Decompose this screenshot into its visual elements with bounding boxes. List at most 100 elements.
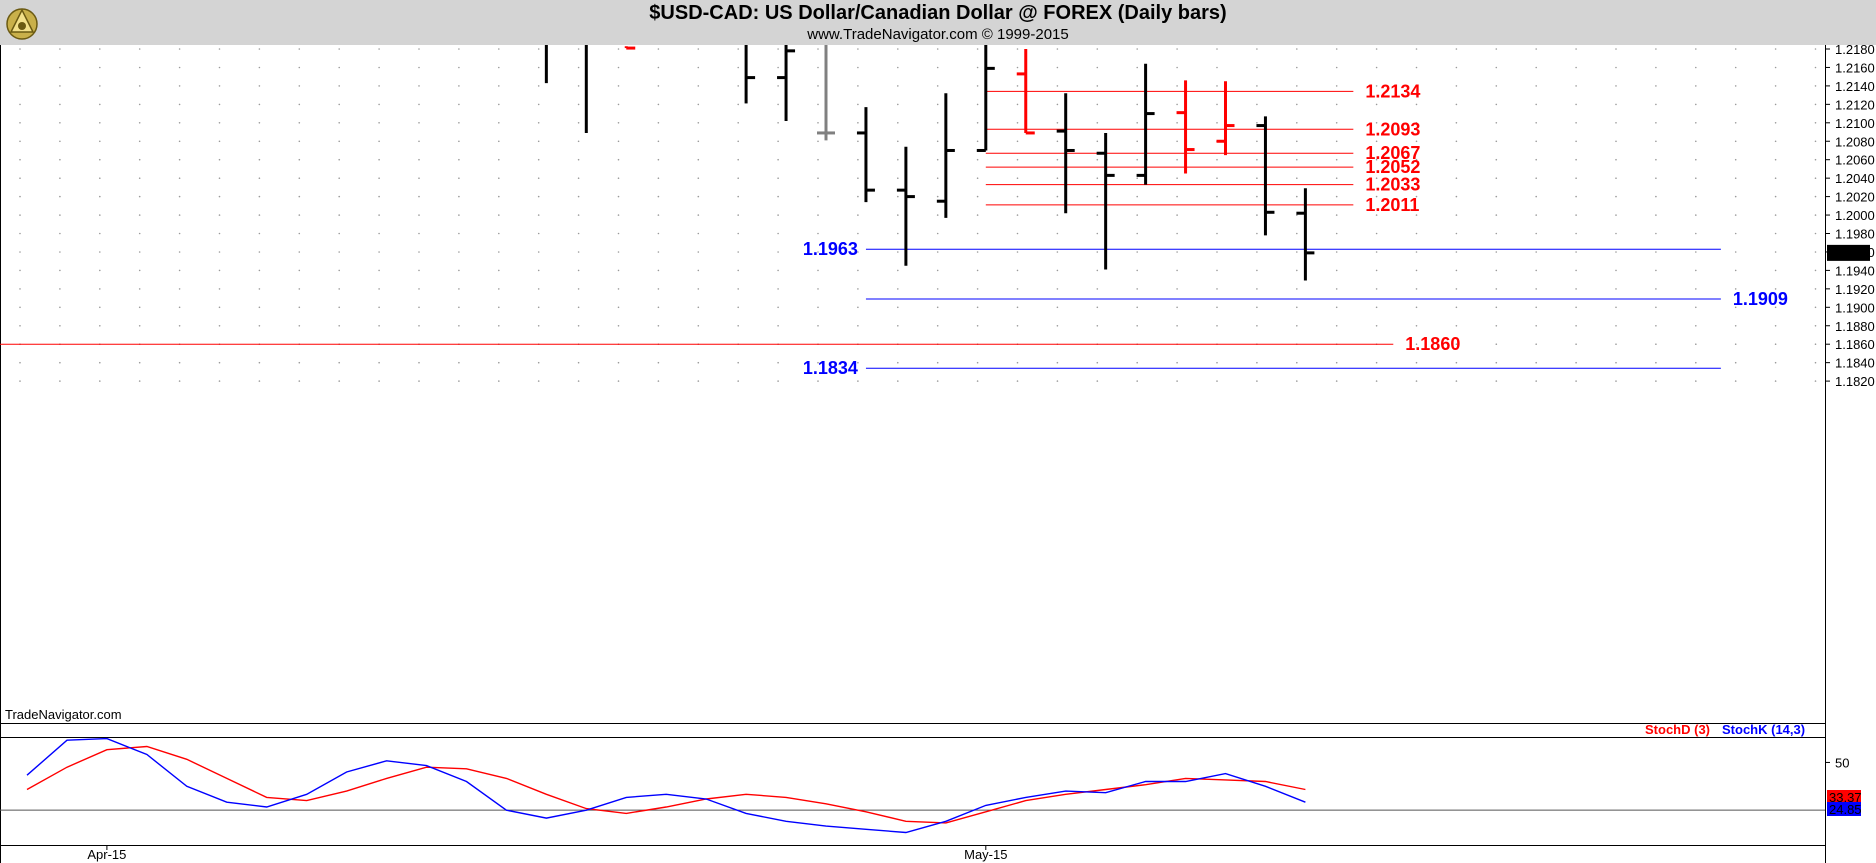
grid-dot [1695,343,1697,346]
grid-dot [1176,325,1178,327]
grid-dot [1695,48,1697,50]
grid-dot [1136,85,1138,87]
grid-dot [19,103,21,106]
grid-dot [697,325,700,327]
grid-dot [1615,306,1617,309]
grid-dot [1096,85,1099,87]
grid-dot [857,122,859,124]
grid-dot [897,158,899,161]
grid-dot [19,158,21,161]
grid-dot [1575,158,1577,161]
grid-dot [1296,140,1298,143]
grid-dot [1016,269,1019,272]
grid-dot [1016,361,1019,364]
level-label-1.2033: 1.2033 [1365,175,1420,195]
grid-dot [1056,140,1059,143]
grid-dot [1495,195,1498,198]
grid-dot [817,251,819,253]
grid-dot [1734,122,1737,124]
grid-dot [1734,361,1737,364]
grid-dot [1375,251,1378,253]
grid-dot [777,269,779,272]
grid-dot [857,306,859,309]
grid-dot [1695,85,1697,87]
grid-dot [1495,232,1498,235]
grid-dot [498,195,500,198]
grid-dot [1296,288,1298,290]
grid-dot [1096,288,1099,290]
grid-dot [418,214,420,216]
grid-dot [1216,361,1218,364]
grid-dot [218,380,221,382]
grid-dot [1056,158,1059,161]
grid-dot [1216,122,1218,124]
grid-dot [1415,232,1418,235]
grid-dot [258,325,261,327]
grid-dot [378,85,380,87]
grid-dot [1016,380,1019,382]
grid-dot [976,177,979,179]
grid-dot [1375,214,1378,216]
grid-dot [1096,177,1099,179]
grid-dot [817,177,819,179]
grid-dot [1415,103,1418,106]
grid-dot [1495,361,1498,364]
grid-dot [1136,325,1138,327]
grid-dot [1136,122,1138,124]
stoch-last-box-1 [1827,802,1861,816]
grid-dot [498,232,500,235]
grid-dot [817,269,819,272]
grid-dot [697,214,700,216]
grid-dot [617,214,620,216]
grid-dot [298,158,301,161]
grid-dot [1655,85,1657,87]
grid-dot [178,85,181,87]
grid-dot [1415,343,1418,346]
grid-dot [1375,232,1378,235]
grid-dot [418,103,420,106]
grid-dot [617,158,620,161]
grid-dot [1335,103,1338,106]
grid-dot [1535,177,1537,179]
grid-dot [1455,343,1458,346]
grid-dot [338,103,341,106]
grid-dot [1455,48,1458,50]
grid-dot [138,122,141,124]
grid-dot [178,66,181,69]
chart-frame [0,45,1826,863]
stoch-last-box-0 [1827,790,1861,804]
grid-dot [1415,361,1418,364]
grid-dot [19,325,21,327]
grid-dot [178,306,181,309]
grid-dot [577,140,580,143]
grid-dot [537,325,540,327]
grid-dot [498,325,500,327]
ohlc-bar [1136,63,1155,185]
grid-dot [218,214,221,216]
grid-dot [577,251,580,253]
grid-dot [1615,269,1617,272]
grid-dot [99,103,101,106]
grid-dot [777,140,779,143]
grid-dot [298,85,301,87]
grid-dot [1615,325,1617,327]
grid-dot [338,251,341,253]
grid-dot [857,158,859,161]
grid-dot [936,380,939,382]
grid-dot [1375,140,1378,143]
grid-dot [1695,140,1697,143]
grid-dot [1176,177,1178,179]
grid-dot [1495,177,1498,179]
grid-dot [378,325,380,327]
grid-dot [1176,195,1178,198]
grid-dot [857,269,859,272]
grid-dot [1136,177,1138,179]
grid-dot [19,214,21,216]
grid-dot [577,103,580,106]
grid-dot [218,158,221,161]
grid-dot [418,306,420,309]
grid-dot [537,103,540,106]
grid-dot [1575,306,1577,309]
grid-dot [1016,288,1019,290]
grid-dot [218,103,221,106]
